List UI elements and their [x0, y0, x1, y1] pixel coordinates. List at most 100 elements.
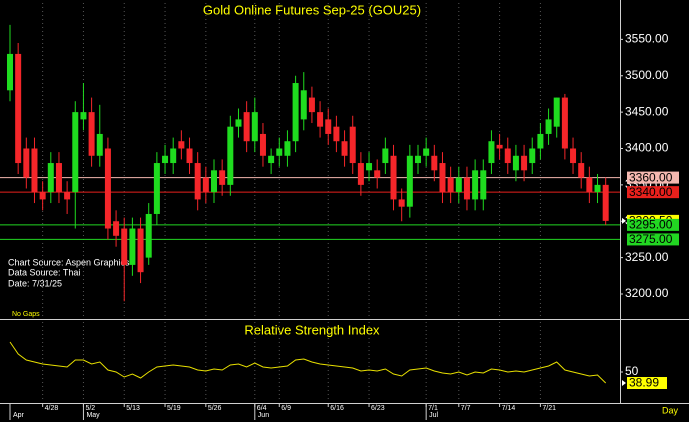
- y-tick-label: 50: [625, 364, 639, 378]
- level-label-box: [627, 186, 679, 199]
- x-tick-label: 6/16: [330, 405, 344, 412]
- candle-body: [529, 148, 536, 164]
- candle-body: [349, 126, 356, 164]
- level-label-box: [627, 218, 679, 231]
- candle-body: [398, 199, 405, 207]
- candle-body: [284, 141, 291, 156]
- footnote: No Gaps: [12, 311, 40, 318]
- x-tick-label: 4/28: [45, 405, 59, 412]
- candle-body: [23, 148, 30, 178]
- candle-body: [496, 144, 503, 149]
- candle-body: [64, 192, 71, 200]
- candle-body: [357, 163, 364, 185]
- candle-body: [202, 177, 209, 193]
- candle-body: [300, 90, 307, 120]
- value-marker: [622, 380, 626, 387]
- candle-body: [447, 177, 454, 193]
- y-tick-label: 3450.00: [625, 104, 669, 118]
- candle-body: [374, 170, 381, 178]
- candle-body: [512, 155, 519, 171]
- candle-body: [15, 53, 22, 164]
- month-label: Apr: [13, 412, 25, 419]
- candle-body: [415, 155, 421, 164]
- x-tick-label: 6/4: [257, 405, 267, 412]
- candle-body: [455, 177, 462, 193]
- value-label-box: [627, 377, 667, 390]
- candle-body: [55, 163, 62, 193]
- level-label: 3360.00: [629, 170, 673, 184]
- candle-body: [325, 119, 332, 134]
- candle-body: [227, 126, 234, 185]
- x-tick-label: 5/19: [167, 405, 181, 412]
- candle-body: [145, 213, 152, 258]
- candle-body: [521, 155, 528, 171]
- x-tick-label: 6/23: [371, 405, 385, 412]
- x-axis-label: Day: [662, 405, 679, 415]
- candle-body: [578, 163, 585, 178]
- candle-body: [594, 184, 601, 193]
- candle-body: [211, 170, 217, 193]
- candle-body: [423, 148, 430, 156]
- level-label: 3340.00: [629, 185, 673, 199]
- candle-body: [268, 155, 275, 164]
- candle-body: [553, 97, 560, 127]
- x-tick-label: 7/7: [461, 405, 471, 412]
- candle-body: [178, 141, 185, 149]
- chart-title: Gold Online Futures Sep-25 (GOU25): [203, 2, 421, 17]
- candle-body: [586, 177, 593, 193]
- candle-body: [162, 155, 169, 164]
- annotation: Chart Source: Aspen Graphics: [8, 257, 130, 267]
- candle-body: [276, 148, 283, 156]
- candle-body: [317, 112, 324, 127]
- rsi-line: [9, 341, 607, 384]
- candle-body: [341, 141, 348, 156]
- month-label: Jul: [429, 412, 438, 419]
- candle-body: [333, 126, 340, 142]
- y-tick-label: 3250.00: [625, 250, 669, 264]
- candle-body: [170, 148, 177, 164]
- candle-body: [488, 141, 495, 164]
- candle-body: [104, 148, 111, 229]
- annotation: Date: 7/31/25: [8, 278, 62, 288]
- candle-body: [47, 163, 54, 193]
- candle-body: [537, 133, 544, 149]
- candle-body: [194, 163, 201, 200]
- panel-title: Relative Strength Index: [244, 322, 380, 337]
- x-tick-label: 5/26: [208, 405, 222, 412]
- y-tick-label: 3500.00: [625, 68, 669, 82]
- candle-body: [406, 155, 413, 207]
- candle-body: [472, 170, 479, 200]
- candle-body: [153, 163, 160, 214]
- y-tick-label: 3550.00: [625, 32, 669, 46]
- candle-body: [439, 163, 446, 193]
- y-tick-label: 3200.00: [625, 286, 669, 300]
- candle-body: [113, 221, 120, 236]
- candle-body: [431, 155, 438, 171]
- x-tick-label: 7/14: [502, 405, 516, 412]
- level-label: 3275.00: [629, 232, 673, 246]
- level-marker: [622, 217, 626, 224]
- x-tick-label: 6/9: [281, 405, 291, 412]
- candle-body: [545, 119, 552, 134]
- candle-body: [80, 112, 87, 120]
- candle-body: [251, 112, 258, 142]
- x-tick-label: 7/1: [428, 405, 438, 412]
- x-tick-label: 5/13: [126, 405, 140, 412]
- candle-body: [308, 97, 315, 113]
- candle-body: [480, 170, 487, 200]
- candle-body: [7, 53, 13, 91]
- candle-body: [292, 83, 299, 142]
- candle-body: [561, 97, 568, 149]
- candle-body: [96, 133, 103, 156]
- level-label: 3295.00: [629, 218, 673, 232]
- month-label: Jun: [258, 412, 269, 419]
- candle-body: [243, 112, 250, 142]
- candle-body: [235, 119, 242, 127]
- annotation: Data Source: Thai: [8, 267, 80, 277]
- candle-body: [72, 112, 79, 193]
- candle-body: [121, 228, 128, 265]
- candle-body: [39, 192, 46, 200]
